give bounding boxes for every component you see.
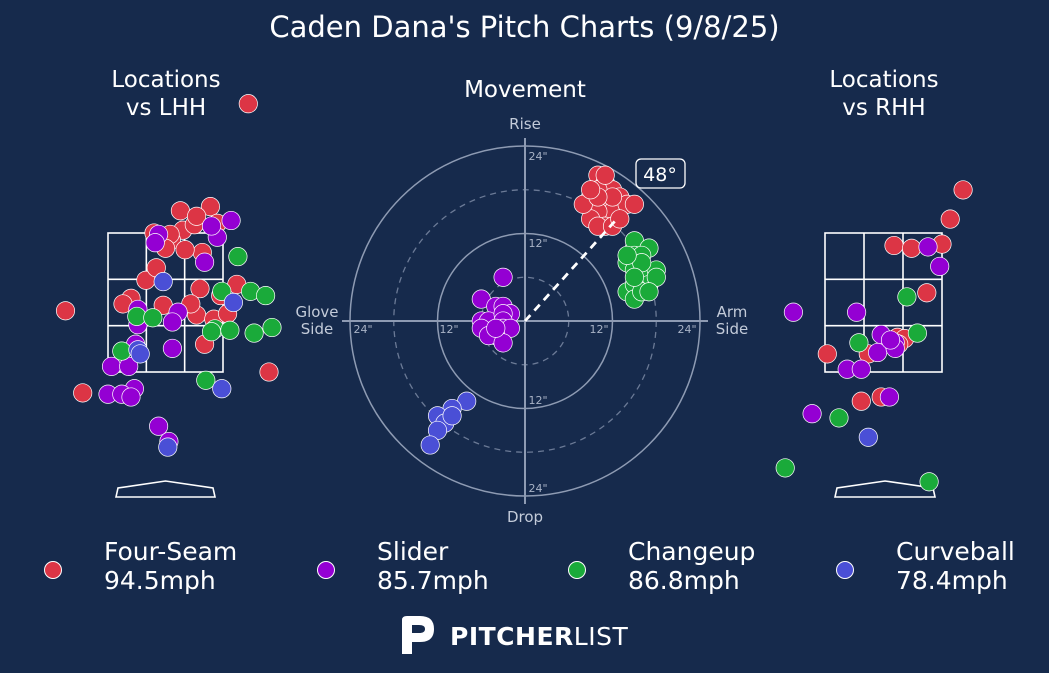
axis-label-drop: Drop <box>507 508 543 526</box>
pitch-dot-changeup <box>776 459 794 477</box>
pitch-dot-four-seam <box>885 236 903 254</box>
legend-name: Four-Seam <box>104 537 237 566</box>
pitch-dot-four-seam <box>918 284 936 302</box>
pitch-dot-curveball <box>213 380 231 398</box>
movement-dot-curveball <box>443 407 461 425</box>
pitch-dot-four-seam <box>941 210 959 228</box>
ring-label: 24" <box>528 482 547 495</box>
pitch-dot-slider <box>784 303 802 321</box>
home-plate <box>116 481 215 497</box>
pitch-dot-changeup <box>908 324 926 342</box>
brand-word-bold: PITCHER <box>450 622 574 651</box>
pitch-dot-four-seam <box>902 239 920 257</box>
pitch-dot-slider <box>931 257 949 275</box>
pitch-dot-changeup <box>263 318 281 336</box>
pitch-dot-slider <box>803 405 821 423</box>
pitch-dot-slider <box>202 217 220 235</box>
arm-angle-label: 48° <box>643 164 677 186</box>
ring-label: 24" <box>353 323 372 336</box>
legend-dot-slider <box>317 561 335 579</box>
legend-speed: 94.5mph <box>104 566 216 595</box>
axis-label-rise: Rise <box>509 115 541 133</box>
pitch-dot-four-seam <box>176 241 194 259</box>
pitch-dot-slider <box>852 360 870 378</box>
pitch-dot-slider <box>163 339 181 357</box>
movement-dot-changeup <box>618 246 636 264</box>
pitch-dot-four-seam <box>818 345 836 363</box>
pitch-dot-curveball <box>154 272 172 290</box>
movement-dot-four-seam <box>611 210 629 228</box>
pitch-dot-slider <box>847 303 865 321</box>
pitch-dot-four-seam <box>954 181 972 199</box>
ring-label: 24" <box>677 323 696 336</box>
ring-label: 12" <box>439 323 458 336</box>
pitch-dot-changeup <box>850 334 868 352</box>
movement-dot-four-seam <box>596 166 614 184</box>
pitch-dot-changeup <box>202 323 220 341</box>
movement-dot-slider <box>487 319 505 337</box>
pitch-dot-changeup <box>245 324 263 342</box>
axis-label-glove-side-line-2: Side <box>301 320 333 338</box>
movement-dot-four-seam <box>581 181 599 199</box>
pitch-dot-slider <box>146 234 164 252</box>
pitch-dot-curveball <box>131 345 149 363</box>
pitch-dot-slider <box>122 388 140 406</box>
movement-dot-changeup <box>625 268 643 286</box>
pitch-dot-changeup <box>256 286 274 304</box>
pitch-dot-changeup <box>898 288 916 306</box>
pitch-dot-changeup <box>128 307 146 325</box>
movement-dot-four-seam <box>625 195 643 213</box>
axis-label-arm-side-line-2: Side <box>716 320 748 338</box>
pitch-dot-changeup <box>221 321 239 339</box>
pitch-dot-changeup <box>197 371 215 389</box>
pitch-dot-slider <box>195 253 213 271</box>
pitch-dot-curveball <box>159 438 177 456</box>
legend-speed: 85.7mph <box>377 566 489 595</box>
axis-label-arm-side: Arm <box>717 303 748 321</box>
legend-name: Changeup <box>628 537 755 566</box>
movement-dot-changeup <box>640 283 658 301</box>
movement-dot-curveball <box>421 436 439 454</box>
legend-name: Curveball <box>896 537 1015 566</box>
pitch-dot-curveball <box>224 293 242 311</box>
legend-dot-curveball <box>836 561 854 579</box>
pitch-dot-changeup <box>113 342 131 360</box>
legend-speed: 78.4mph <box>896 566 1008 595</box>
pitch-dot-slider <box>102 357 120 375</box>
pitch-dot-changeup <box>229 247 247 265</box>
pitch-marks <box>56 95 972 491</box>
brand-word-light: LIST <box>574 622 628 651</box>
pitch-dot-four-seam <box>171 202 189 220</box>
legend-name: Slider <box>377 537 448 566</box>
pitch-dot-four-seam <box>56 302 74 320</box>
pitch-dot-changeup <box>144 309 162 327</box>
legend-dot-changeup <box>568 561 586 579</box>
movement-dot-slider <box>494 268 512 286</box>
pitch-dot-slider <box>163 313 181 331</box>
pitch-dot-four-seam <box>852 392 870 410</box>
pitch-dot-changeup <box>830 409 848 427</box>
pitch-dot-slider <box>149 417 167 435</box>
pitch-dot-curveball <box>859 428 877 446</box>
legend-speed: 86.8mph <box>628 566 740 595</box>
ring-label: 12" <box>528 237 547 250</box>
pitch-dot-slider <box>881 331 899 349</box>
ring-label: 12" <box>528 394 547 407</box>
legend-dot-four-seam <box>44 561 62 579</box>
pitch-dot-slider <box>919 238 937 256</box>
pitcherlist-p-icon <box>398 612 438 658</box>
pitch-dot-four-seam <box>74 384 92 402</box>
axis-label-glove-side: Glove <box>295 303 338 321</box>
pitch-dot-four-seam <box>239 95 257 113</box>
ring-label: 24" <box>528 150 547 163</box>
brand-wordmark: PITCHERLIST <box>450 622 628 651</box>
pitch-dot-changeup <box>920 473 938 491</box>
pitch-dot-four-seam <box>260 363 278 381</box>
ring-label: 12" <box>589 323 608 336</box>
pitch-dot-slider <box>222 211 240 229</box>
pitch-dot-slider <box>880 388 898 406</box>
